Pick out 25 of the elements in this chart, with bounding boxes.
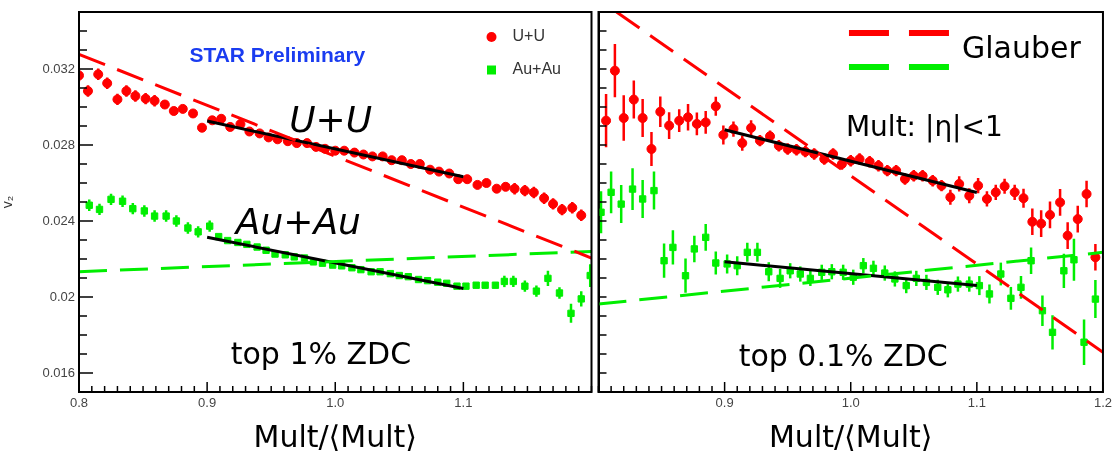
x-tick-label: 0.9: [198, 395, 217, 411]
y-axis-title: v₂: [0, 195, 16, 209]
annotation: Mult: |η|<1: [845, 109, 1003, 143]
x-tick-label: 1.0: [841, 395, 860, 411]
legend-label: U+U: [512, 27, 545, 45]
annotation: top 1% ZDC: [230, 335, 412, 371]
x-tick-label: 0.9: [715, 395, 734, 411]
annotation: U+U: [289, 99, 373, 141]
annotation: STAR Preliminary: [189, 42, 366, 66]
x-tick-label: 1.2: [1093, 395, 1112, 411]
x-tick-label: 1.1: [454, 395, 473, 411]
x-axis-title: Mult/⟨Mult⟩: [768, 418, 933, 454]
y-tick-label: 0.028: [42, 136, 75, 152]
x-tick-label: 1.1: [967, 395, 986, 411]
y-tick-label: 0.016: [42, 364, 75, 380]
y-tick-label: 0.02: [49, 288, 75, 304]
legend-label: Au+Au: [512, 60, 561, 78]
y-tick-label: 0.032: [42, 60, 75, 76]
x-tick-label: 1.0: [326, 395, 345, 411]
annotation: Au+Au: [233, 201, 361, 243]
x-axis-title: Mult/⟨Mult⟩: [253, 418, 418, 454]
annotation: top 0.1% ZDC: [738, 337, 948, 373]
y-tick-label: 0.024: [42, 212, 75, 228]
x-tick-label: 0.8: [69, 395, 89, 411]
legend-label: Glauber: [961, 29, 1082, 65]
